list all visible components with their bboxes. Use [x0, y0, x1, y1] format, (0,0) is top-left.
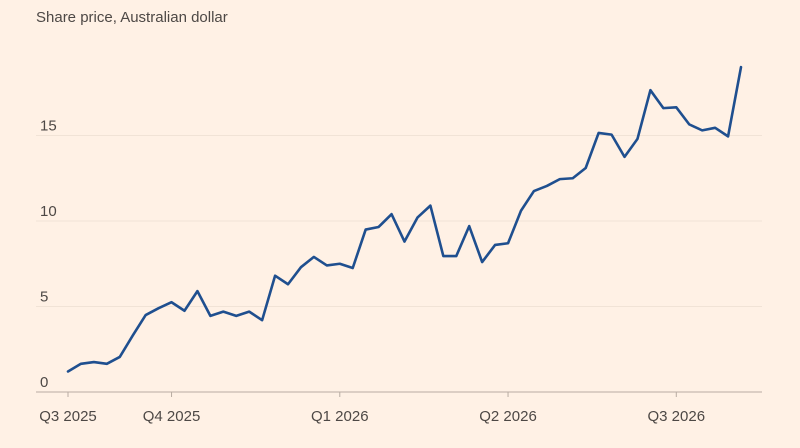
y-tick-label: 10	[40, 203, 57, 220]
y-tick-label: 5	[40, 288, 48, 305]
y-tick-label: 15	[40, 117, 57, 134]
x-tick-label: Q3 2025	[39, 408, 97, 425]
x-tick-label: Q3 2026	[648, 408, 706, 425]
x-tick-label: Q2 2026	[479, 408, 537, 425]
x-tick-label: Q4 2025	[143, 408, 201, 425]
price-line	[66, 65, 743, 373]
x-tick-label: Q1 2026	[311, 408, 369, 425]
y-tick-label: 0	[40, 374, 48, 391]
chart-title: Share price, Australian dollar	[36, 9, 228, 26]
